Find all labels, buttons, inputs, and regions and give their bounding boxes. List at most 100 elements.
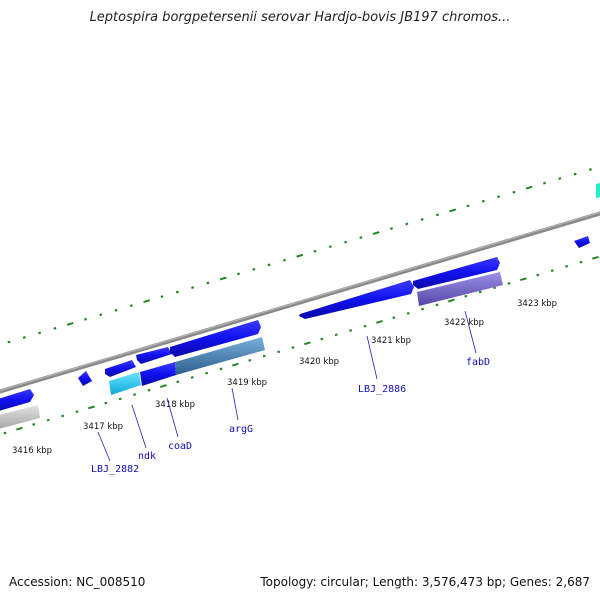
major-tick	[16, 426, 23, 431]
minor-tick	[466, 204, 470, 208]
minor-tick	[421, 307, 425, 311]
major-tick	[372, 231, 380, 235]
minor-tick	[392, 316, 396, 320]
minor-tick	[435, 213, 439, 217]
minor-tick	[481, 199, 485, 203]
gene-arrow	[170, 320, 261, 357]
minor-tick	[478, 290, 482, 294]
gene-arrow	[140, 362, 176, 386]
minor-tick	[267, 263, 271, 267]
minor-tick	[38, 331, 42, 335]
kbp-label: 3416 kbp	[12, 446, 52, 456]
major-tick	[376, 320, 383, 324]
label-leader-line	[131, 404, 147, 449]
minor-tick	[129, 304, 133, 308]
minor-tick	[7, 340, 11, 344]
minor-tick	[22, 336, 26, 339]
minor-tick	[114, 308, 118, 312]
gene-label: argG	[229, 424, 253, 435]
minor-tick	[3, 431, 7, 435]
minor-tick	[248, 358, 252, 362]
kbp-label: 3423 kbp	[517, 299, 557, 309]
minor-tick	[497, 195, 501, 199]
minor-tick	[133, 393, 137, 396]
chromosome-backbone	[0, 211, 600, 394]
minor-tick	[99, 313, 103, 317]
major-tick	[143, 299, 151, 304]
major-tick	[304, 341, 311, 346]
minor-tick	[175, 290, 179, 294]
minor-tick	[160, 295, 164, 298]
lower-tick-track	[3, 255, 599, 435]
minor-tick	[542, 181, 547, 185]
gene-arrow	[417, 272, 503, 306]
upper-tick-track	[7, 168, 592, 344]
kbp-label: 3421 kbp	[371, 336, 411, 346]
minor-tick	[405, 222, 409, 226]
gene-label: LBJ_2886	[358, 384, 406, 395]
gene-arrow-edge	[596, 183, 600, 198]
minor-tick	[389, 227, 394, 230]
minor-tick	[550, 269, 554, 273]
minor-tick	[206, 281, 210, 285]
minor-tick	[573, 172, 577, 176]
minor-tick	[61, 414, 65, 418]
minor-tick	[349, 329, 353, 332]
gene-arrow	[78, 371, 92, 386]
minor-tick	[46, 418, 50, 422]
kbp-label: 3418 kbp	[155, 400, 195, 410]
label-leader-line	[366, 335, 378, 380]
major-tick	[160, 384, 167, 388]
minor-tick	[282, 258, 286, 262]
major-tick	[592, 255, 599, 260]
gene-arrow	[105, 360, 136, 377]
minor-tick	[291, 346, 295, 349]
minor-tick	[313, 249, 317, 253]
gene-arrow	[299, 280, 414, 319]
minor-tick	[588, 168, 592, 171]
major-tick	[448, 298, 455, 303]
major-tick	[520, 277, 527, 282]
major-tick	[525, 185, 533, 190]
minor-tick	[277, 350, 281, 354]
minor-tick	[565, 264, 569, 268]
kbp-label: 3420 kbp	[299, 357, 339, 367]
minor-tick	[320, 337, 324, 341]
gene-label: coaD	[168, 441, 192, 452]
kbp-label: 3422 kbp	[444, 318, 484, 328]
minor-tick	[176, 380, 180, 384]
genome-stats-label: Topology: circular; Length: 3,576,473 bp…	[260, 575, 590, 589]
kbp-label: 3417 kbp	[83, 422, 123, 432]
major-tick	[449, 208, 457, 213]
label-leader-line	[166, 397, 179, 438]
minor-tick	[420, 218, 424, 221]
minor-tick	[344, 240, 348, 244]
minor-tick	[558, 177, 562, 180]
minor-tick	[512, 190, 516, 194]
minor-tick	[191, 286, 195, 289]
gene-arrow	[0, 389, 34, 411]
major-tick	[296, 253, 304, 258]
minor-tick	[53, 326, 57, 330]
gene-arrow	[175, 337, 265, 375]
minor-tick	[190, 376, 194, 379]
gene-label: ndk	[138, 451, 156, 462]
minor-tick	[328, 245, 332, 249]
accession-label: Accession: NC_008510	[9, 575, 146, 589]
minor-tick	[363, 324, 367, 328]
minor-tick	[237, 272, 240, 276]
minor-tick	[334, 333, 338, 337]
minor-tick	[118, 397, 122, 401]
label-leader-line	[97, 431, 111, 462]
minor-tick	[579, 260, 583, 264]
minor-tick	[359, 236, 363, 239]
minor-tick	[464, 294, 468, 298]
minor-tick	[406, 311, 410, 315]
major-tick	[219, 276, 227, 281]
minor-tick	[84, 317, 87, 321]
major-tick	[232, 362, 239, 367]
minor-tick	[262, 354, 266, 358]
gene-arrow	[136, 347, 172, 364]
minor-tick	[435, 303, 439, 307]
